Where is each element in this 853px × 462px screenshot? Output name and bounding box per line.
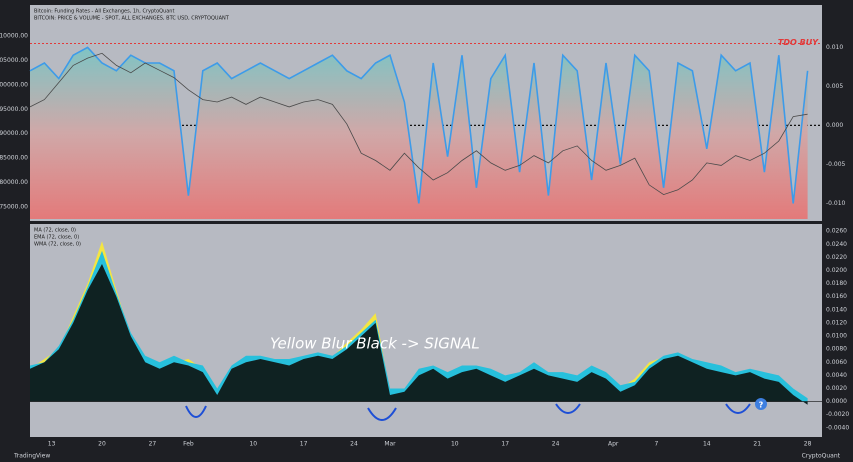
arc <box>725 403 751 414</box>
y-tick-label: 0.0120 <box>826 319 847 326</box>
annotation-text: TDO BUY <box>778 38 819 47</box>
help-icon: ? <box>759 401 764 410</box>
y2-tick-label: 0.000 <box>826 122 843 129</box>
x-tick-label: 21 <box>753 441 761 448</box>
y-tick-label: 75000.00 <box>0 203 28 210</box>
legend-entry: WMA (72, close, 0) <box>34 242 81 248</box>
footer-left: TradingView <box>13 453 50 460</box>
footer-right: CryptoQuant <box>802 453 841 460</box>
arc <box>185 405 207 418</box>
x-tick-label: 14 <box>703 441 711 448</box>
y-tick-label: 0.0060 <box>826 359 847 366</box>
help-button[interactable] <box>755 398 767 410</box>
x-tick-label: Feb <box>183 441 194 448</box>
chart-subtitle: BITCOIN: PRICE & VOLUME - SPOT, ALL EXCH… <box>34 16 230 22</box>
y-tick-label: 90000.00 <box>0 130 28 137</box>
x-tick-label: 13 <box>48 441 56 448</box>
arc <box>555 403 581 414</box>
y-tick-label: 0.0200 <box>826 267 847 274</box>
y-tick-label: -0.0040 <box>826 424 849 431</box>
series-line <box>29 46 809 204</box>
chart-title: Bitcoin: Funding Rates - All Exchanges, … <box>34 9 174 15</box>
y-tick-label: 0.0220 <box>826 254 847 261</box>
funding-area <box>30 47 808 220</box>
y-tick-label: 95000.00 <box>0 106 28 113</box>
x-tick-label: 27 <box>149 441 157 448</box>
y2-tick-label: -0.005 <box>826 161 846 168</box>
y-tick-label: -0.0020 <box>826 411 849 418</box>
y-tick-label: 80000.00 <box>0 179 28 186</box>
y-tick-label: 100000.00 <box>0 81 28 88</box>
series-line <box>29 52 808 196</box>
y2-tick-label: 0.010 <box>826 44 843 51</box>
x-tick-label: 28 <box>804 441 812 448</box>
y-tick-label: 0.0180 <box>826 280 847 287</box>
y-tick-label: 105000.00 <box>0 57 28 64</box>
x-tick-label: 24 <box>350 441 358 448</box>
y-tick-label: 0.0140 <box>826 306 847 313</box>
y-tick-label: 85000.00 <box>0 155 28 162</box>
y2-tick-label: 0.005 <box>826 83 843 90</box>
x-tick-label: 17 <box>501 441 509 448</box>
chart-layer: 75000.00 80000.00 85000.00 90000.00 95000.00… <box>0 33 849 448</box>
y2-tick-label: -0.010 <box>826 200 846 207</box>
y-tick-label: 0.0040 <box>826 372 847 379</box>
y-tick-label: 110000.00 <box>0 33 28 40</box>
legend-entry: EMA (72, close, 0) <box>34 235 79 241</box>
y-tick-label: 0.0080 <box>826 346 847 353</box>
x-tick-label: 24 <box>552 441 560 448</box>
x-tick-label: 10 <box>249 441 257 448</box>
x-tick-label: Apr <box>608 441 619 448</box>
x-tick-label: 7 <box>654 441 658 448</box>
annotation: Yellow Blur Black -> SIGNAL <box>270 335 480 353</box>
x-tick-label: Mar <box>384 441 396 448</box>
signal-arcs <box>185 403 751 421</box>
bottom-panel <box>30 224 822 437</box>
y-tick-label: 0.0240 <box>826 241 847 248</box>
y-tick-label: 0.0260 <box>826 228 847 235</box>
x-tick-label: 20 <box>98 441 106 448</box>
y-tick-label: 0.0020 <box>826 385 847 392</box>
x-tick-label: 17 <box>300 441 308 448</box>
y-tick-label: 0.0000 <box>826 398 847 405</box>
arc <box>367 407 397 421</box>
y-tick-label: 0.0100 <box>826 333 847 340</box>
legend-entry: MA (72, close, 0) <box>34 228 76 234</box>
x-tick-label: 10 <box>451 441 459 448</box>
y-tick-label: 0.0160 <box>826 293 847 300</box>
area <box>30 264 808 405</box>
